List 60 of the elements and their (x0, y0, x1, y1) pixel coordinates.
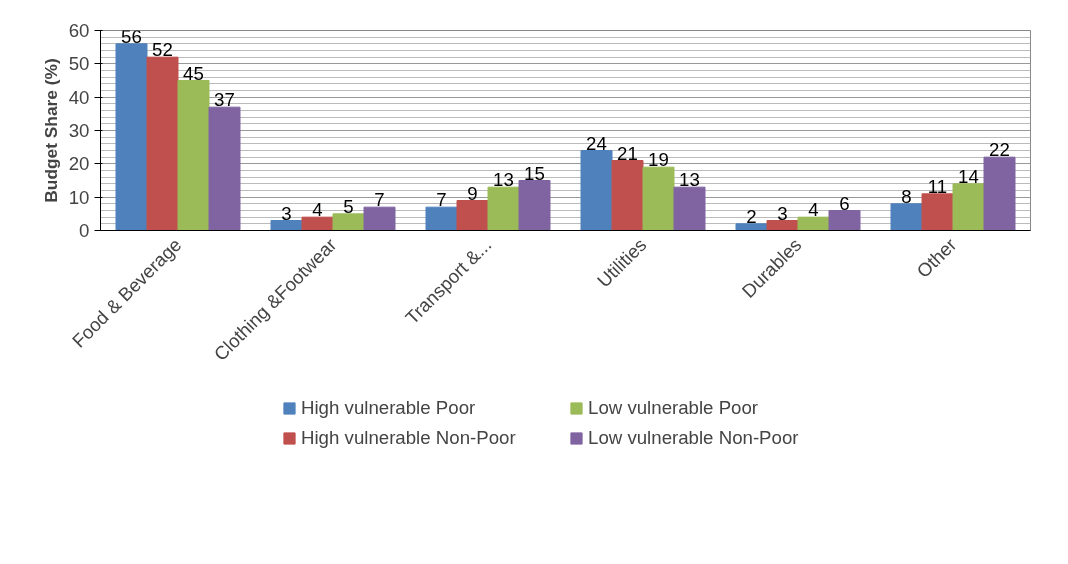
data-label: 45 (183, 62, 204, 84)
bar (518, 180, 551, 231)
bar (921, 193, 954, 231)
bar (890, 203, 923, 231)
bar (797, 216, 830, 231)
bar (363, 206, 396, 231)
bar (208, 106, 241, 231)
data-label: 22 (989, 139, 1010, 161)
bar (828, 210, 861, 231)
bar (115, 43, 148, 231)
bar (983, 156, 1016, 231)
data-label: 21 (617, 142, 638, 164)
data-label: 3 (777, 202, 788, 224)
data-label: 3 (281, 202, 292, 224)
bar (642, 166, 675, 231)
data-label: 4 (808, 199, 819, 221)
y-tick-label: 40 (68, 86, 90, 108)
y-tick-label: 30 (68, 120, 90, 141)
bar (425, 206, 458, 231)
data-label: 15 (524, 162, 545, 184)
bar (456, 200, 489, 231)
data-label: 8 (901, 185, 912, 207)
y-axis-title: Budget Share (%) (40, 58, 61, 203)
bar (580, 150, 613, 231)
y-tick-label: 60 (68, 20, 90, 41)
data-label: 13 (493, 169, 514, 191)
data-label: 56 (121, 25, 142, 47)
bar (177, 80, 210, 231)
data-label: 14 (958, 165, 979, 187)
bar (146, 56, 179, 231)
data-label: 52 (152, 39, 173, 61)
bar (735, 223, 768, 231)
y-tick-label: 10 (68, 186, 90, 208)
data-label: 6 (839, 192, 850, 214)
bar (952, 183, 985, 231)
bar (766, 220, 799, 231)
bar (611, 160, 644, 231)
y-tick-label: 50 (68, 53, 90, 75)
legend-label: Low vulnerable Poor (588, 397, 760, 419)
bar (301, 216, 334, 231)
data-label: 37 (214, 89, 235, 111)
legend-label: High vulnerable Non-Poor (301, 427, 517, 449)
bar (673, 186, 706, 231)
data-label: 9 (467, 182, 478, 204)
data-label: 7 (436, 189, 447, 211)
data-label: 11 (927, 175, 948, 197)
bar (487, 186, 520, 231)
legend-label: High vulnerable Poor (301, 397, 477, 419)
legend-label: Low vulnerable Non-Poor (588, 427, 800, 449)
data-label: 4 (312, 199, 323, 221)
data-label: 2 (746, 205, 757, 227)
bar (270, 220, 303, 231)
data-label: 24 (586, 132, 607, 154)
data-label: 19 (648, 149, 669, 171)
bar (332, 213, 365, 231)
y-tick-label: 0 (79, 220, 90, 241)
data-label: 7 (374, 189, 385, 211)
y-tick-label: 20 (68, 153, 90, 175)
data-label: 5 (343, 195, 354, 217)
data-label: 13 (679, 169, 700, 191)
